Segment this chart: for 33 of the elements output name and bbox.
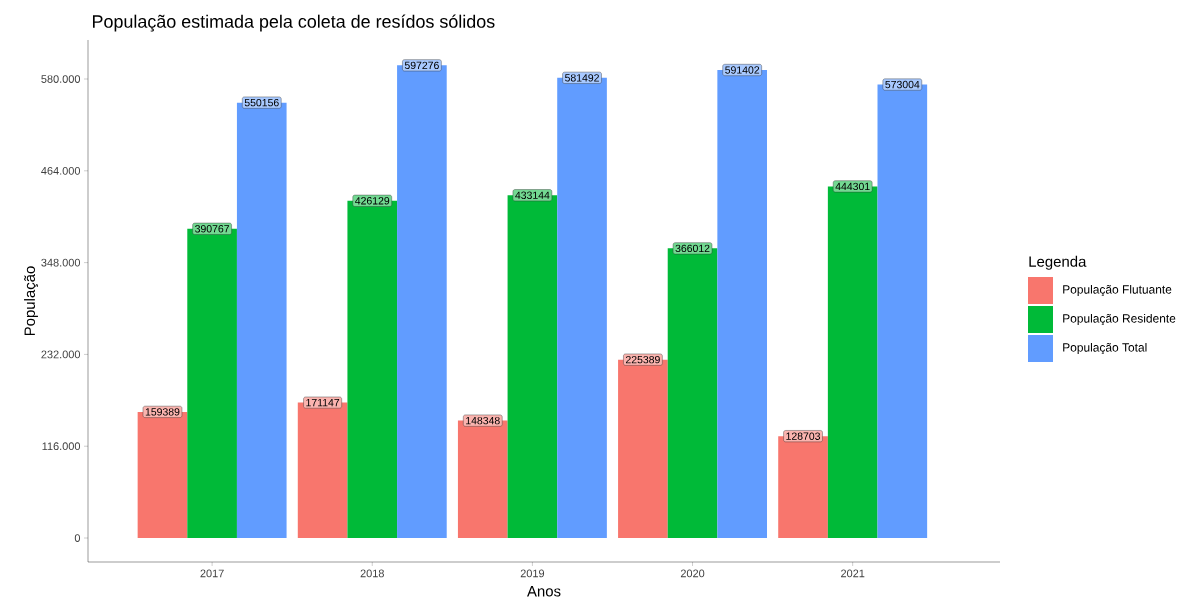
data-label: 148348 [466, 416, 500, 425]
y-tick-label: 0 [74, 534, 81, 542]
data-label: 366012 [675, 244, 710, 253]
data-label: 390767 [195, 225, 230, 233]
data-label: 444301 [835, 182, 870, 191]
data-label: 225389 [625, 355, 660, 364]
chart-title: População estimada pela coleta de resídos sólidos [92, 14, 495, 32]
legend-label: População Flutuante [1063, 284, 1172, 297]
x-tick-label: 2021 [841, 569, 865, 578]
legend-label: População Residente [1063, 313, 1176, 326]
data-label: 159389 [145, 408, 180, 416]
x-tick-label: 2018 [360, 569, 384, 578]
y-axis-title: População [24, 266, 39, 336]
x-tick-label: 2020 [680, 569, 705, 578]
y-tick-label: 232.000 [41, 350, 81, 359]
x-axis-title: Anos [527, 586, 561, 597]
x-tick-label: 2019 [520, 569, 545, 578]
data-label: 591402 [725, 66, 760, 74]
data-label: 597276 [404, 61, 439, 70]
y-tick-label: 116.000 [42, 442, 81, 451]
y-tick-label: 464.000 [41, 166, 81, 175]
legend-title: Legenda [1029, 255, 1087, 270]
data-label: 171147 [306, 398, 340, 407]
data-label: 573004 [885, 80, 920, 89]
data-label: 581492 [565, 74, 599, 82]
y-tick-label: 348.000 [41, 258, 81, 267]
data-label: 128703 [786, 432, 821, 440]
x-tick-label: 2017 [200, 569, 224, 578]
data-label: 426129 [355, 197, 390, 205]
data-label: 433144 [515, 191, 550, 199]
legend-label: População Total [1063, 342, 1147, 355]
y-tick-label: 580.000 [41, 75, 81, 83]
data-label: 550156 [244, 98, 279, 107]
